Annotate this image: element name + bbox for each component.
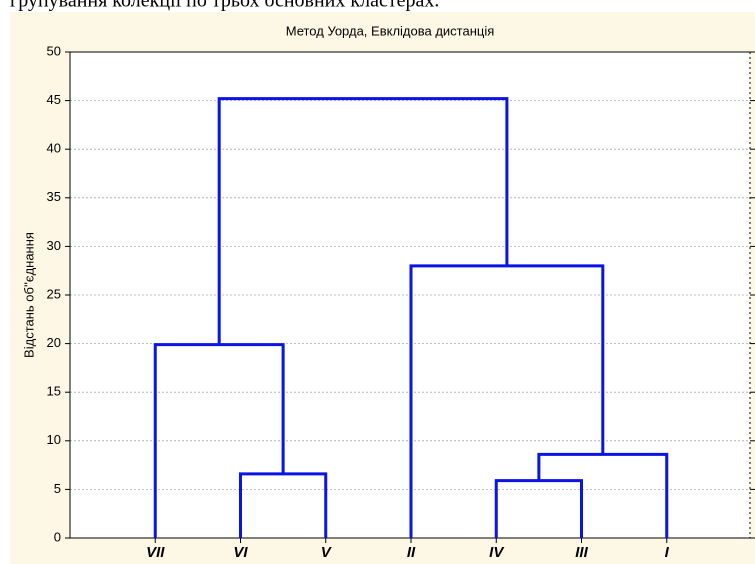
y-tick-label: 10 (47, 432, 61, 447)
y-tick-label: 50 (47, 43, 61, 58)
leaf-label: III (575, 544, 588, 561)
leaf-label: VII (146, 544, 165, 561)
link (217, 97, 509, 345)
leaf-label: I (665, 544, 670, 561)
y-tick-label: 35 (47, 189, 61, 204)
leaf-label: IV (489, 544, 505, 561)
y-tick-label: 40 (47, 141, 61, 156)
leaf-label: V (321, 544, 333, 561)
leaf-label: VI (233, 544, 248, 561)
y-tick-label: 20 (47, 335, 61, 350)
y-tick-label: 0 (54, 529, 61, 544)
y-tick-label: 25 (47, 286, 61, 301)
leaf-label: II (407, 544, 416, 561)
caption: групування колекції по трьох основних кл… (10, 0, 439, 12)
y-tick-label: 30 (47, 238, 61, 253)
y-tick-label: 15 (47, 384, 61, 399)
chart-title: Метод Уорда, Евклідова дистанція (286, 23, 495, 38)
y-axis-label: Відстань об''єднання (21, 232, 36, 358)
y-tick-label: 5 (54, 481, 61, 496)
y-tick-label: 45 (47, 92, 61, 107)
